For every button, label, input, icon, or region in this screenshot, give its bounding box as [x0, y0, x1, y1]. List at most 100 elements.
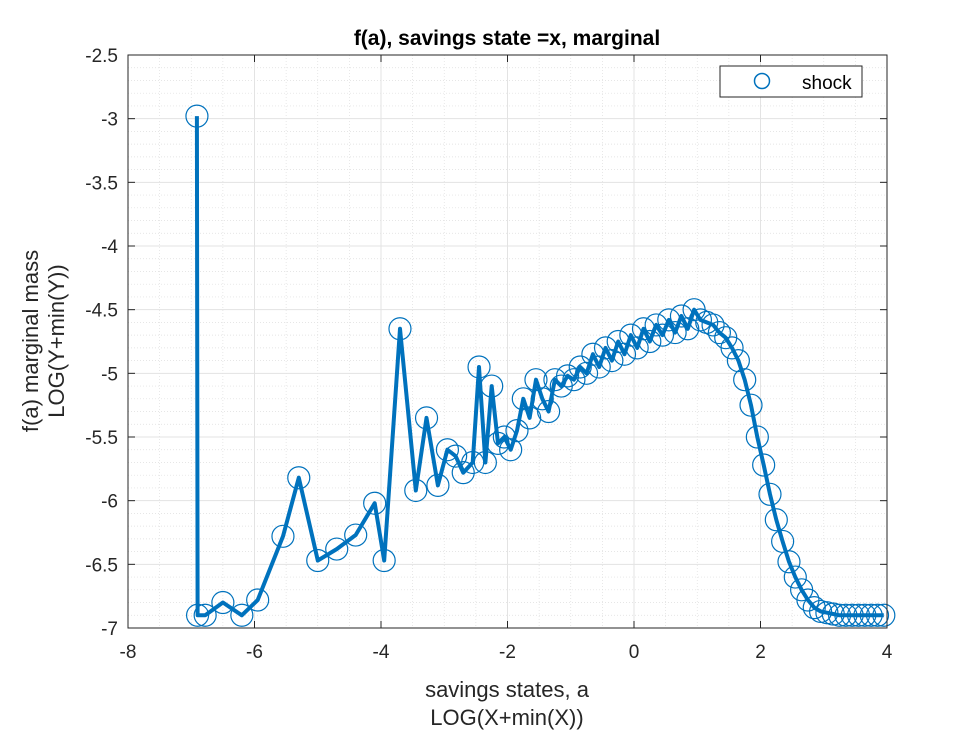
- y-tick-label: -3: [101, 110, 118, 131]
- data-point: [193, 603, 217, 627]
- data-point: [435, 438, 460, 462]
- x-tick-label: -2: [499, 642, 516, 663]
- data-point: [733, 368, 757, 392]
- data-point: [492, 425, 516, 449]
- data-point: [524, 368, 548, 392]
- data-point: [726, 349, 750, 373]
- x-tick-label: -6: [246, 642, 263, 663]
- ticks: [127, 54, 888, 629]
- chart-title: f(a), savings state =x, marginal: [354, 27, 660, 50]
- data-point: [834, 603, 858, 627]
- x-axis-label-line-2: LOG(X+min(X)): [430, 705, 583, 730]
- data-point: [306, 548, 330, 573]
- x-tick-label: -8: [120, 642, 137, 663]
- data-point: [840, 603, 864, 627]
- data-point: [802, 596, 826, 620]
- data-point: [650, 323, 675, 347]
- data-point: [739, 393, 763, 417]
- series-layer: [185, 104, 896, 627]
- data-point: [344, 523, 368, 547]
- y-tick-label: -4: [101, 237, 118, 258]
- data-point: [821, 602, 845, 626]
- data-point: [363, 491, 387, 515]
- data-point: [669, 304, 694, 328]
- data-point: [461, 450, 485, 475]
- x-tick-label: 2: [755, 642, 766, 663]
- data-point: [543, 368, 567, 392]
- y-tick-label: -3.5: [85, 173, 118, 194]
- data-point: [562, 368, 586, 392]
- data-point: [480, 374, 504, 398]
- data-point: [720, 336, 744, 360]
- data-point: [612, 342, 637, 366]
- series-line: [194, 116, 884, 618]
- data-point: [783, 565, 807, 589]
- data-point: [185, 603, 210, 627]
- data-point: [581, 342, 605, 366]
- data-point: [574, 361, 599, 385]
- y-tick-label: -2.5: [85, 46, 118, 67]
- data-point: [764, 508, 788, 532]
- data-point: [752, 453, 776, 477]
- data-point: [625, 336, 649, 360]
- data-point: [414, 406, 439, 430]
- data-point: [499, 438, 523, 462]
- data-point: [600, 349, 624, 373]
- data-point: [827, 603, 852, 627]
- y-tick-label: -7: [101, 619, 118, 640]
- data-point: [619, 323, 643, 347]
- data-point: [872, 603, 896, 627]
- data-point: [246, 588, 270, 612]
- data-point: [372, 548, 396, 573]
- data-point: [638, 329, 662, 354]
- data-point: [230, 603, 254, 627]
- data-point: [467, 355, 491, 379]
- data-point: [426, 473, 450, 497]
- y-tick-label: -5.5: [85, 428, 118, 449]
- data-point: [815, 601, 839, 625]
- data-point: [676, 317, 700, 341]
- y-axis-label-line-2: LOG(Y+min(Y)): [44, 264, 69, 417]
- data-point: [271, 524, 295, 548]
- data-point: [631, 317, 656, 341]
- data-point: [287, 466, 311, 490]
- legend: shock: [719, 65, 863, 98]
- data-point: [808, 599, 833, 624]
- x-tick-label: 0: [629, 642, 640, 663]
- x-tick-label: -4: [373, 642, 390, 663]
- y-tick-labels: -7 -6.5 -6 -5.5 -5 -4.5 -4 -3.5 -3 -2.5: [85, 46, 118, 640]
- legend-label: shock: [802, 73, 852, 94]
- data-point: [853, 603, 877, 627]
- data-point: [511, 387, 535, 411]
- data-point: [663, 320, 687, 345]
- data-point: [451, 461, 475, 485]
- data-point: [518, 406, 542, 430]
- data-point: [505, 419, 529, 443]
- data-point: [444, 444, 468, 468]
- data-point: [701, 313, 725, 337]
- data-point: [473, 450, 497, 475]
- data-point: [707, 320, 731, 345]
- data-point: [865, 603, 890, 627]
- x-tick-label: 4: [882, 642, 893, 663]
- data-point: [537, 399, 561, 424]
- data-point: [758, 482, 782, 506]
- data-point: [859, 603, 883, 627]
- y-tick-label: -6.5: [85, 555, 118, 576]
- y-tick-label: -6: [101, 492, 118, 513]
- data-point: [211, 590, 235, 615]
- data-point: [846, 603, 871, 627]
- data-point: [587, 355, 611, 379]
- data-point: [745, 425, 769, 449]
- x-tick-labels: -8 -6 -4 -2 0 2 4: [120, 642, 893, 663]
- data-point: [777, 550, 801, 574]
- data-point: [657, 308, 681, 332]
- data-point: [593, 336, 618, 360]
- legend-marker-icon: [753, 72, 771, 90]
- data-point: [568, 355, 592, 379]
- x-axis-label-line-1: savings states, a: [425, 677, 590, 702]
- data-point: [185, 104, 209, 128]
- data-point: [486, 431, 510, 455]
- data-point: [388, 317, 412, 341]
